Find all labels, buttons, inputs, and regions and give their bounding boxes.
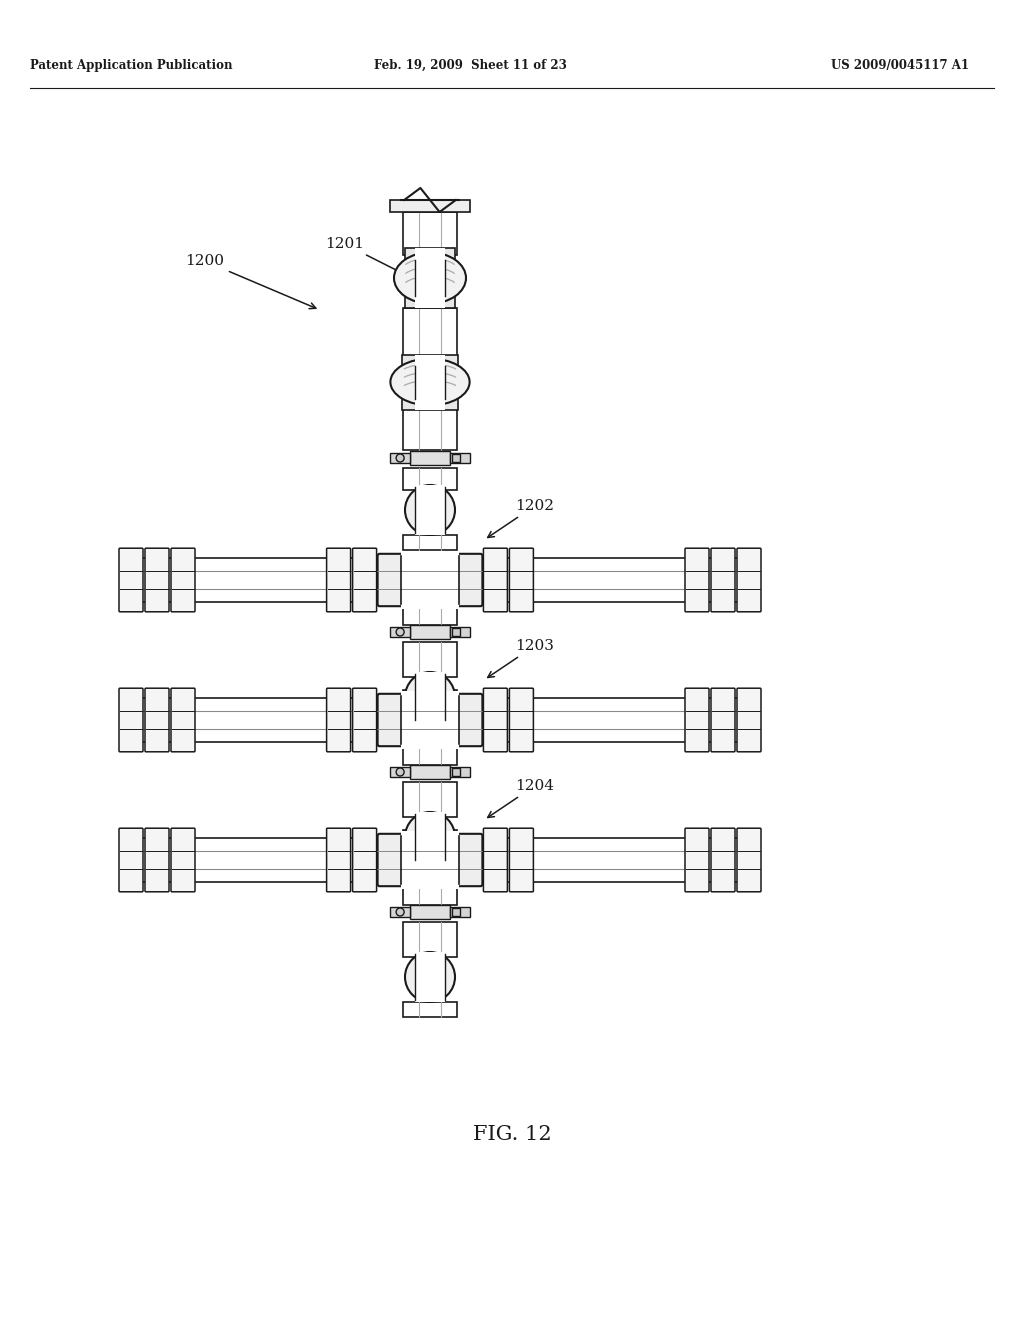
Text: 1200: 1200 xyxy=(185,253,315,309)
FancyBboxPatch shape xyxy=(737,688,761,752)
Bar xyxy=(120,698,760,742)
Bar xyxy=(402,355,458,366)
Bar xyxy=(403,746,457,766)
Bar xyxy=(450,767,470,777)
Bar xyxy=(415,812,445,862)
Circle shape xyxy=(406,672,455,722)
FancyBboxPatch shape xyxy=(483,548,508,611)
FancyBboxPatch shape xyxy=(483,828,508,892)
Bar xyxy=(390,453,411,463)
Bar xyxy=(453,454,461,462)
Bar xyxy=(390,627,411,638)
FancyBboxPatch shape xyxy=(352,688,377,752)
FancyBboxPatch shape xyxy=(327,548,350,611)
Bar xyxy=(120,838,760,882)
Bar xyxy=(403,535,457,550)
Bar xyxy=(403,308,457,360)
Bar xyxy=(401,690,459,750)
Bar xyxy=(411,451,450,465)
Bar xyxy=(450,627,470,638)
Text: Patent Application Publication: Patent Application Publication xyxy=(30,58,232,71)
Bar xyxy=(415,484,445,535)
Circle shape xyxy=(406,812,455,862)
Text: FIG. 12: FIG. 12 xyxy=(473,1126,551,1144)
FancyBboxPatch shape xyxy=(378,694,482,746)
Bar xyxy=(404,296,456,308)
FancyBboxPatch shape xyxy=(327,828,350,892)
FancyBboxPatch shape xyxy=(119,548,143,611)
FancyBboxPatch shape xyxy=(327,688,350,752)
Bar xyxy=(415,672,445,722)
FancyBboxPatch shape xyxy=(711,688,735,752)
FancyBboxPatch shape xyxy=(119,688,143,752)
Bar xyxy=(403,886,457,906)
Bar xyxy=(403,830,457,862)
Circle shape xyxy=(406,952,455,1002)
Circle shape xyxy=(396,768,404,776)
FancyBboxPatch shape xyxy=(509,688,534,752)
FancyBboxPatch shape xyxy=(378,554,482,606)
Bar xyxy=(120,558,760,602)
Bar xyxy=(415,355,445,409)
FancyBboxPatch shape xyxy=(685,828,709,892)
FancyBboxPatch shape xyxy=(737,828,761,892)
FancyBboxPatch shape xyxy=(352,548,377,611)
Bar xyxy=(403,781,457,817)
Bar xyxy=(403,213,457,255)
Bar xyxy=(403,690,457,722)
Ellipse shape xyxy=(390,359,470,405)
Bar xyxy=(403,642,457,677)
Bar xyxy=(403,469,457,490)
Bar xyxy=(415,248,445,308)
FancyBboxPatch shape xyxy=(171,548,195,611)
Bar xyxy=(453,768,461,776)
Bar xyxy=(402,399,458,409)
Bar xyxy=(390,907,411,917)
FancyBboxPatch shape xyxy=(145,828,169,892)
Text: 1202: 1202 xyxy=(487,499,554,537)
Text: 1203: 1203 xyxy=(487,639,554,677)
FancyBboxPatch shape xyxy=(483,688,508,752)
Text: 1204: 1204 xyxy=(487,779,554,817)
Bar xyxy=(404,248,456,260)
FancyBboxPatch shape xyxy=(352,828,377,892)
Bar xyxy=(411,766,450,779)
FancyBboxPatch shape xyxy=(509,828,534,892)
FancyBboxPatch shape xyxy=(171,828,195,892)
FancyBboxPatch shape xyxy=(171,688,195,752)
Bar xyxy=(403,1002,457,1016)
Bar xyxy=(390,767,411,777)
FancyBboxPatch shape xyxy=(119,828,143,892)
Circle shape xyxy=(406,484,455,535)
Bar xyxy=(401,830,459,890)
Bar xyxy=(450,453,470,463)
FancyBboxPatch shape xyxy=(737,548,761,611)
FancyBboxPatch shape xyxy=(685,548,709,611)
FancyBboxPatch shape xyxy=(711,828,735,892)
FancyBboxPatch shape xyxy=(711,548,735,611)
Bar xyxy=(401,550,459,610)
Bar xyxy=(411,906,450,919)
Bar xyxy=(403,606,457,624)
Ellipse shape xyxy=(394,252,466,304)
Bar xyxy=(411,624,450,639)
FancyBboxPatch shape xyxy=(685,688,709,752)
FancyBboxPatch shape xyxy=(378,834,482,886)
Text: 1201: 1201 xyxy=(325,238,408,276)
Text: US 2009/0045117 A1: US 2009/0045117 A1 xyxy=(831,58,969,71)
Bar xyxy=(453,628,461,636)
Bar xyxy=(390,201,470,213)
Circle shape xyxy=(396,454,404,462)
Circle shape xyxy=(396,908,404,916)
Bar xyxy=(403,409,457,450)
FancyBboxPatch shape xyxy=(509,548,534,611)
Bar xyxy=(453,908,461,916)
Bar xyxy=(403,921,457,957)
Text: Feb. 19, 2009  Sheet 11 of 23: Feb. 19, 2009 Sheet 11 of 23 xyxy=(374,58,566,71)
Bar xyxy=(415,952,445,1002)
FancyBboxPatch shape xyxy=(145,548,169,611)
Bar xyxy=(450,907,470,917)
Circle shape xyxy=(396,628,404,636)
FancyBboxPatch shape xyxy=(145,688,169,752)
